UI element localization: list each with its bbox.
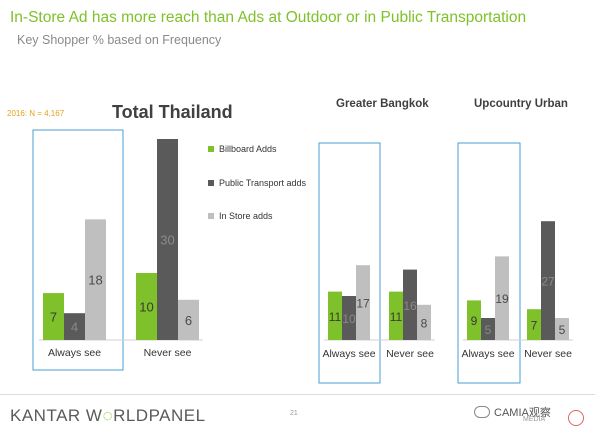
chart-subtitle: Key Shopper % based on Frequency bbox=[17, 33, 222, 47]
bar-in-store-adds bbox=[555, 318, 569, 340]
data-label: 6 bbox=[185, 313, 192, 328]
bar-public-transport-adds bbox=[342, 296, 356, 340]
bar-billboard-adds bbox=[136, 273, 157, 340]
wechat-icon bbox=[474, 406, 490, 418]
bar-in-store-adds bbox=[495, 256, 509, 340]
play-icon bbox=[568, 410, 584, 426]
data-label: 17 bbox=[356, 297, 370, 311]
bar-billboard-adds bbox=[389, 291, 403, 340]
category-label: Never see bbox=[524, 348, 572, 360]
kantar-worldpanel-logo: KANTAR W◌RLDPANEL bbox=[10, 406, 206, 426]
bar-billboard-adds bbox=[43, 293, 64, 340]
bar-public-transport-adds bbox=[157, 139, 178, 340]
data-label: 5 bbox=[559, 323, 566, 337]
data-label: 9 bbox=[471, 314, 478, 328]
data-label: 11 bbox=[390, 310, 403, 324]
panel-title-bangkok: Greater Bangkok bbox=[336, 98, 429, 110]
category-label: Always see bbox=[48, 347, 101, 359]
data-label: 19 bbox=[495, 292, 509, 306]
data-label: 5 bbox=[485, 323, 492, 337]
category-label: Never see bbox=[386, 348, 434, 360]
legend-swatch-instore bbox=[208, 213, 214, 219]
watermark-text: CAMIA观察 bbox=[494, 407, 551, 419]
highlight-box bbox=[318, 142, 381, 384]
data-label: 8 bbox=[421, 316, 428, 330]
panel-title-total: Total Thailand bbox=[112, 102, 233, 122]
data-label: 4 bbox=[71, 320, 78, 335]
category-label: Never see bbox=[144, 347, 192, 359]
bar-public-transport-adds bbox=[403, 269, 417, 340]
bar-public-transport-adds bbox=[541, 221, 555, 340]
bar-billboard-adds bbox=[527, 309, 541, 340]
bar-public-transport-adds bbox=[64, 313, 85, 340]
page-number: 21 bbox=[290, 410, 298, 417]
bar-in-store-adds bbox=[178, 299, 199, 340]
category-label: Always see bbox=[322, 348, 375, 360]
data-label: 7 bbox=[531, 319, 538, 333]
data-label: 10 bbox=[342, 312, 356, 326]
footer-divider bbox=[0, 394, 595, 395]
data-label: 27 bbox=[541, 275, 555, 289]
bar-in-store-adds bbox=[356, 265, 370, 340]
legend-swatch-transport bbox=[208, 180, 214, 186]
legend-item-billboard: Billboard Adds bbox=[208, 142, 277, 156]
data-label: 30 bbox=[160, 233, 174, 248]
legend-item-transport: Public Transport adds bbox=[208, 176, 306, 190]
panel-title-upcountry: Upcountry Urban bbox=[474, 98, 568, 110]
data-label: 18 bbox=[88, 273, 102, 288]
legend-label-transport: Public Transport adds bbox=[219, 178, 307, 188]
chart-title: In-Store Ad has more reach than Ads at O… bbox=[10, 9, 527, 26]
legend-label-billboard: Billboard Adds bbox=[219, 144, 277, 154]
category-label: Always see bbox=[461, 348, 514, 360]
bar-in-store-adds bbox=[85, 219, 106, 340]
data-label: 10 bbox=[139, 300, 153, 315]
data-label: 7 bbox=[50, 310, 57, 325]
sample-size-note: 2016: N = 4,167 bbox=[7, 109, 65, 118]
data-label: 11 bbox=[329, 310, 342, 324]
bar-billboard-adds bbox=[467, 300, 481, 340]
legend-item-instore: In Store adds bbox=[208, 209, 273, 223]
highlight-box bbox=[32, 129, 124, 371]
highlight-box bbox=[457, 142, 521, 384]
legend-label-instore: In Store adds bbox=[219, 211, 273, 221]
logo-text-right: RLDPANEL bbox=[113, 406, 206, 425]
bar-billboard-adds bbox=[328, 291, 342, 340]
logo-text-left: KANTAR W bbox=[10, 406, 103, 425]
logo-o-glyph: ◌ bbox=[102, 406, 114, 425]
legend-swatch-billboard bbox=[208, 146, 214, 152]
bar-in-store-adds bbox=[417, 304, 431, 340]
data-label: 16 bbox=[403, 299, 417, 313]
bar-public-transport-adds bbox=[481, 318, 495, 340]
watermark: CAMIA观察 bbox=[474, 404, 551, 420]
watermark-sub: MEDIA bbox=[523, 416, 546, 423]
